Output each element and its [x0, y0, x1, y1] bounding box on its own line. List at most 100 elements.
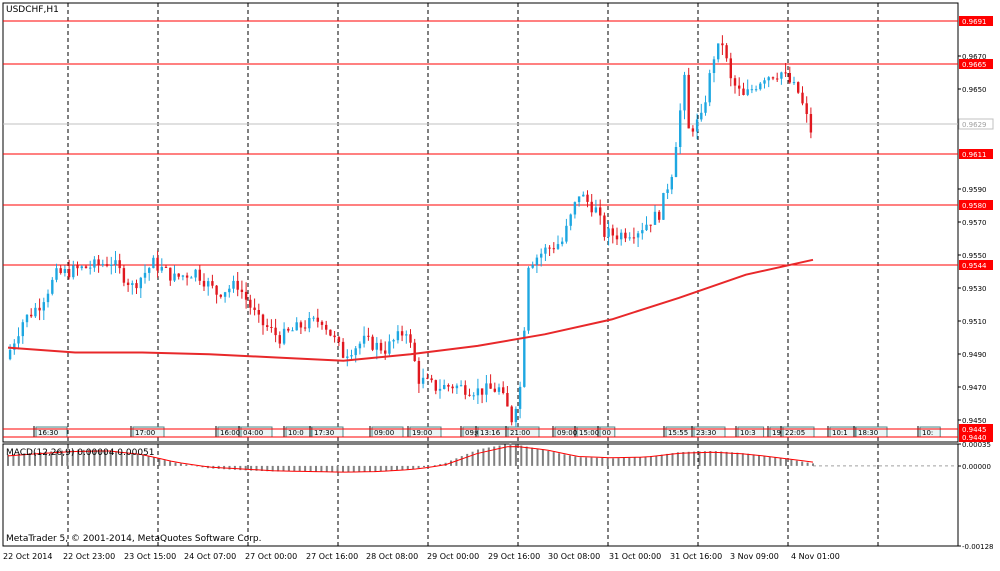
x-axis-label: 4 Nov 01:00 — [791, 552, 840, 561]
y-tick-label: 0.9590 — [962, 186, 987, 194]
candle-body — [76, 265, 79, 269]
candle-body — [548, 247, 551, 249]
candle-body — [358, 343, 362, 349]
price-panel[interactable] — [2, 2, 959, 443]
candle-body — [421, 377, 425, 384]
candle-body — [712, 59, 716, 73]
time-marker-label: 10:0 — [288, 429, 304, 437]
candle-body — [25, 314, 29, 323]
candle-body — [89, 267, 92, 269]
candle-body — [662, 193, 665, 220]
time-axis: 22 Oct 2014 22 Oct 23:00 23 Oct 15:00 24 Oc… — [3, 552, 840, 561]
candle-body — [493, 388, 496, 392]
candle-body — [367, 335, 370, 337]
candle-body — [346, 356, 349, 358]
candle-body — [236, 280, 239, 290]
candle-body — [658, 211, 661, 220]
candle-body — [489, 383, 492, 389]
candle-body — [232, 280, 235, 289]
time-marker-label: 17:00 — [135, 429, 155, 437]
candle-body — [46, 293, 50, 303]
candle-body — [480, 388, 484, 395]
level-tag-label: 0.9440 — [962, 434, 987, 442]
candle-body — [329, 329, 332, 336]
x-axis-label: 31 Oct 00:00 — [609, 552, 661, 561]
time-marker-label: 17:30 — [314, 429, 334, 437]
candle-body — [447, 385, 450, 387]
macd-panel[interactable] — [2, 443, 959, 547]
time-marker-label: 18:30 — [858, 429, 878, 437]
candle-body — [472, 395, 475, 397]
candle-body — [84, 266, 88, 268]
candle-body — [8, 349, 12, 360]
candle-body — [59, 268, 62, 273]
candle-body — [687, 74, 690, 129]
time-marker-strip: 16:30 17:00 16:00 04:00 10:0 17:30 09:00 19:00 0… — [3, 426, 958, 438]
time-marker-label: 09:0 — [465, 429, 481, 437]
candle-body — [464, 385, 467, 395]
level-tag-label: 0.9611 — [962, 151, 987, 159]
candle-body — [708, 73, 711, 103]
candle-body — [674, 147, 678, 177]
time-marker-label: 22:05 — [785, 429, 805, 437]
candle-body — [278, 335, 281, 344]
candles — [8, 35, 813, 428]
time-marker-label: 10:3 — [740, 429, 756, 437]
candle-body — [51, 279, 54, 294]
candle-body — [784, 72, 787, 74]
candle-body — [586, 194, 589, 202]
y-tick-label: 0.9470 — [962, 384, 987, 392]
candle-body — [34, 307, 37, 317]
candle-body — [291, 330, 294, 332]
candle-body — [599, 207, 602, 216]
time-marker-label: 00 — [602, 429, 611, 437]
x-axis-label: 29 Oct 16:00 — [488, 552, 540, 561]
candle-body — [805, 103, 808, 114]
candle-body — [375, 342, 378, 350]
candle-body — [733, 78, 737, 86]
level-tag-label: 0.9665 — [962, 61, 987, 69]
grid-lines — [67, 3, 879, 546]
y-tick-label: 0.9650 — [962, 86, 987, 94]
time-marker-label: 15:00 — [579, 429, 599, 437]
macd-label: MACD(12,26,9) 0.00004 0.00051 — [6, 448, 155, 458]
candle-body — [413, 342, 416, 361]
time-marker-label: 19 — [772, 429, 781, 437]
moving-average-line — [7, 258, 814, 362]
candle-body — [451, 386, 454, 389]
candle-body — [105, 264, 109, 266]
candle-body — [400, 331, 404, 336]
candle-body — [295, 322, 298, 331]
y-tick-label: 0.9550 — [962, 252, 987, 260]
candle-body — [173, 273, 176, 281]
candle-body — [266, 325, 269, 327]
candle-body — [620, 232, 623, 240]
candle-body — [261, 314, 265, 326]
candle-body — [63, 269, 67, 273]
candle-body — [350, 355, 353, 357]
candle-body — [556, 244, 560, 249]
candle-body — [788, 73, 791, 83]
candle-body — [607, 228, 610, 237]
candle-body — [653, 211, 657, 225]
level-tag — [959, 200, 993, 210]
candle-body — [325, 324, 328, 330]
candle-body — [729, 58, 732, 79]
candle-body — [468, 394, 471, 396]
candle-body — [207, 281, 210, 287]
candle-body — [430, 378, 433, 381]
candle-body — [202, 280, 206, 287]
moving-average — [7, 258, 814, 362]
candle-body — [518, 386, 522, 409]
candle-body — [754, 89, 758, 91]
candle-body — [523, 330, 526, 387]
x-axis-label: 24 Oct 07:00 — [184, 552, 236, 561]
candle-body — [126, 282, 130, 285]
candle-body — [636, 233, 640, 238]
candle-body — [190, 277, 193, 279]
macd-y-tick-label: 0.00000 — [962, 463, 991, 471]
candle-body — [384, 350, 387, 354]
candle-body — [497, 387, 501, 392]
time-marker-label: 09:00 — [557, 429, 577, 437]
